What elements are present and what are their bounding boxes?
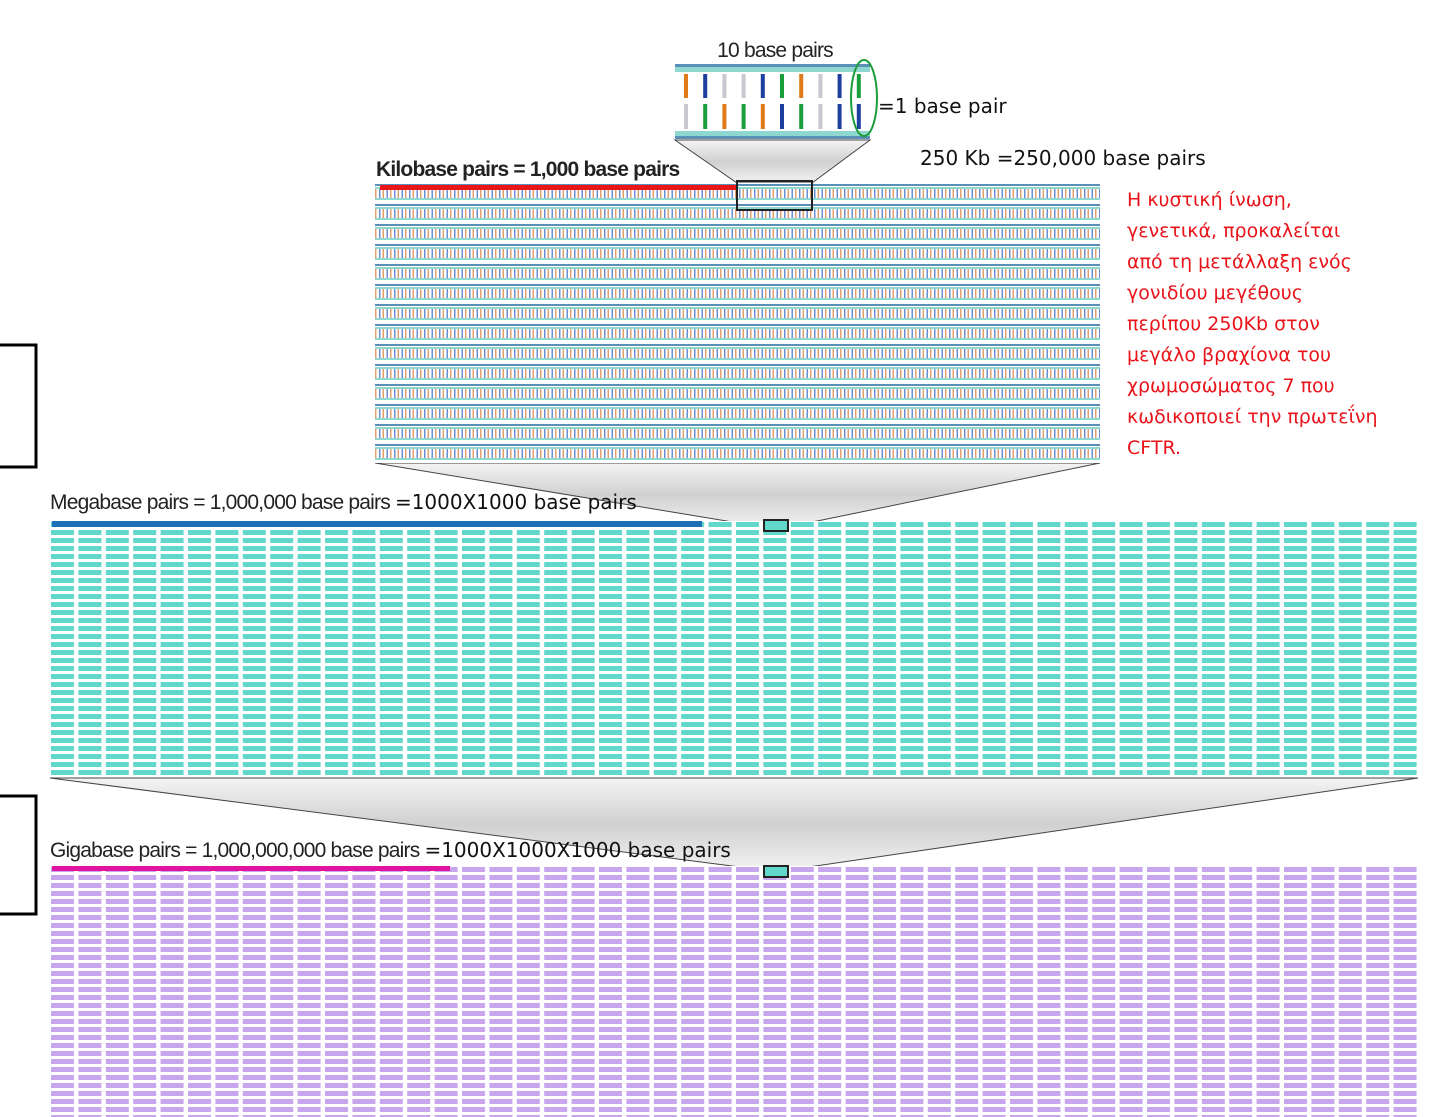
- base-pair-label: =1 base pair: [878, 94, 1007, 118]
- dna-label: 10 base pairs: [717, 39, 833, 62]
- base: [799, 74, 803, 98]
- note-line: CFTR.: [1127, 437, 1181, 459]
- note-line: περίπου 250Kb στον: [1127, 313, 1320, 335]
- strand: [675, 64, 870, 67]
- base: [761, 104, 765, 129]
- bracket: [0, 796, 36, 914]
- zoom-box: [764, 520, 788, 531]
- diagram: 10 base pairs =1 base pair Kilobase pair…: [0, 0, 1442, 1117]
- note-line: από τη μετάλλαξη ενός: [1127, 251, 1352, 273]
- gene-size-label: 250 Kb =250,000 base pairs: [920, 146, 1206, 170]
- note-line: μεγάλο βραχίονα του: [1127, 344, 1331, 366]
- kilobase-underline: [380, 185, 737, 190]
- note-line: χρωμοσώματος 7 που: [1127, 375, 1335, 397]
- base: [857, 104, 861, 129]
- kilobase-label: Kilobase pairs = 1,000 base pairs: [376, 158, 679, 181]
- base: [780, 74, 784, 98]
- base: [799, 104, 803, 129]
- base: [703, 104, 707, 129]
- base: [703, 74, 707, 98]
- note-line: κωδικοποιεί την πρωτεΐνη: [1127, 404, 1378, 428]
- bracket: [0, 345, 36, 467]
- gigabase-label: Gigabase pairs = 1,000,000,000 base pair…: [50, 838, 731, 862]
- note-line: γονιδίου μεγέθους: [1127, 282, 1303, 304]
- megabase-label: Megabase pairs = 1,000,000 base pairs =1…: [50, 490, 637, 514]
- zoom-fan: [675, 140, 870, 183]
- gigabase-block: [50, 866, 1418, 1117]
- gigabase-underline: [52, 866, 450, 871]
- strand: [675, 136, 870, 139]
- base: [722, 104, 726, 129]
- base: [742, 74, 746, 98]
- base: [857, 74, 861, 98]
- zoom-box: [764, 866, 788, 877]
- base: [742, 104, 746, 129]
- base: [838, 74, 842, 98]
- megabase-block: [50, 521, 1418, 776]
- base: [780, 104, 784, 129]
- kilobase-block: [375, 183, 1100, 463]
- base: [722, 74, 726, 98]
- note: Η κυστική ίνωση, γενετικά, προκαλείται από…: [1127, 189, 1378, 459]
- base: [761, 74, 765, 98]
- base: [818, 104, 822, 129]
- dna-detail: [675, 64, 870, 139]
- base: [818, 74, 822, 98]
- megabase-underline: [52, 521, 702, 527]
- note-line: γενετικά, προκαλείται: [1127, 220, 1340, 242]
- note-line: Η κυστική ίνωση,: [1127, 189, 1292, 211]
- base: [838, 104, 842, 129]
- base: [684, 74, 688, 98]
- base: [684, 104, 688, 129]
